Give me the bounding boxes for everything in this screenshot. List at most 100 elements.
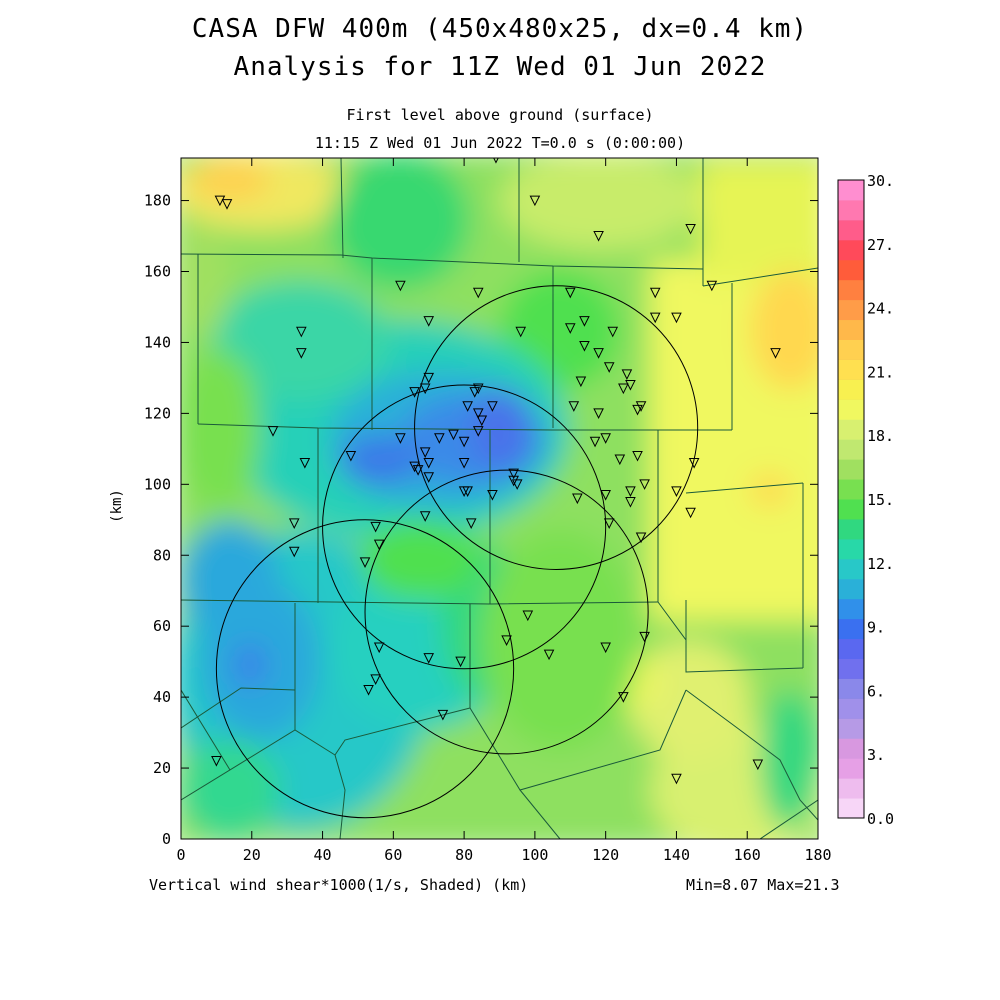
station-marker bbox=[511, 479, 523, 490]
y-tick-label: 180 bbox=[144, 192, 171, 210]
station-marker bbox=[487, 489, 498, 501]
map-frame bbox=[180, 157, 819, 840]
x-tick-label: 140 bbox=[663, 846, 690, 864]
colorbar-label: 9. bbox=[867, 619, 885, 637]
radar-range-ring bbox=[322, 384, 607, 670]
station-marker bbox=[649, 312, 661, 324]
station-marker bbox=[625, 486, 636, 498]
station-marker bbox=[423, 372, 435, 384]
station-marker bbox=[211, 755, 222, 767]
station-marker bbox=[589, 436, 601, 448]
x-tick-label: 80 bbox=[455, 846, 473, 864]
station-marker bbox=[635, 401, 647, 412]
field-description: Vertical wind shear*1000(1/s, Shaded) (k… bbox=[149, 876, 529, 894]
station-marker bbox=[419, 511, 431, 522]
colorbar-swatch bbox=[838, 199, 864, 221]
y-tick-label: 120 bbox=[144, 404, 171, 422]
station-marker bbox=[671, 312, 682, 324]
station-marker bbox=[412, 465, 424, 476]
colorbar-swatch bbox=[838, 618, 864, 640]
station-marker bbox=[462, 401, 473, 412]
station-marker bbox=[373, 642, 385, 654]
colorbar-swatch bbox=[838, 279, 864, 301]
station-marker bbox=[363, 685, 374, 696]
station-marker bbox=[409, 387, 420, 398]
station-marker bbox=[299, 458, 311, 469]
colorbar-swatch bbox=[838, 598, 864, 620]
station-marker bbox=[423, 458, 435, 469]
station-marker bbox=[462, 486, 473, 498]
y-axis: 0 20 40 60 80 100 120 140 160 180 bbox=[144, 192, 818, 848]
x-tick-label: 60 bbox=[384, 846, 402, 864]
colorbar-swatch bbox=[838, 698, 864, 719]
station-marker bbox=[614, 454, 626, 466]
y-tick-label: 60 bbox=[153, 617, 171, 635]
y-tick-label: 0 bbox=[162, 830, 171, 848]
colorbar-swatch bbox=[838, 259, 864, 281]
radar-range-ring bbox=[215, 519, 515, 819]
plot-title-line2: Analysis for 11Z Wed 01 Jun 2022 bbox=[233, 52, 767, 82]
station-marker bbox=[434, 433, 445, 444]
colorbar-swatch bbox=[838, 738, 864, 759]
colorbar-swatch bbox=[838, 299, 864, 321]
station-marker bbox=[625, 380, 636, 391]
station-marker bbox=[575, 376, 587, 388]
station-marker bbox=[423, 472, 435, 483]
station-marker bbox=[649, 287, 661, 299]
colorbar-label: 24. bbox=[867, 300, 894, 318]
station-marker bbox=[579, 340, 590, 352]
station-marker bbox=[476, 415, 488, 427]
min-max-readout: Min=8.07 Max=21.3 bbox=[686, 876, 840, 894]
station-marker bbox=[632, 450, 643, 462]
station-marker bbox=[267, 426, 279, 437]
station-marker bbox=[600, 642, 611, 654]
station-marker bbox=[685, 223, 696, 235]
station-marker bbox=[600, 433, 611, 444]
station-marker bbox=[508, 468, 519, 480]
colorbar-swatch bbox=[838, 439, 864, 460]
station-marker bbox=[671, 773, 682, 785]
colorbar-label: 21. bbox=[867, 363, 894, 381]
x-tick-label: 160 bbox=[734, 846, 761, 864]
radar-range-rings bbox=[215, 285, 699, 819]
station-marker bbox=[618, 692, 629, 703]
station-marker bbox=[593, 348, 604, 359]
station-marker bbox=[423, 653, 435, 664]
colorbar-swatch bbox=[838, 339, 864, 360]
colorbar-swatch bbox=[838, 419, 864, 440]
station-marker bbox=[508, 475, 519, 487]
station-marker bbox=[564, 323, 576, 334]
colorbar-swatch bbox=[838, 379, 864, 400]
station-marker bbox=[469, 387, 481, 398]
station-marker bbox=[568, 401, 580, 412]
colorbar-swatch bbox=[838, 678, 864, 699]
colorbar-swatch bbox=[838, 319, 864, 340]
station-marker bbox=[373, 539, 385, 551]
station-marker bbox=[288, 518, 300, 529]
station-marker bbox=[458, 458, 470, 469]
station-marker bbox=[671, 486, 682, 498]
station-marker bbox=[579, 316, 590, 327]
station-marker bbox=[572, 493, 583, 505]
station-marker bbox=[472, 287, 484, 299]
station-marker bbox=[409, 461, 420, 473]
station-marker bbox=[296, 326, 307, 338]
colorbar-swatch bbox=[838, 658, 864, 679]
colorbar-swatch bbox=[838, 459, 864, 480]
level-subtitle: First level above ground (surface) bbox=[346, 106, 654, 124]
station-marker bbox=[472, 383, 484, 395]
station-marker bbox=[345, 450, 357, 462]
station-marker bbox=[448, 429, 459, 441]
station-marker bbox=[603, 362, 615, 373]
station-marker bbox=[621, 369, 633, 380]
x-tick-label: 180 bbox=[804, 846, 831, 864]
colorbar-swatch bbox=[838, 798, 864, 819]
station-marker bbox=[501, 635, 512, 646]
colorbar-label: 18. bbox=[867, 427, 894, 445]
colorbar-swatch bbox=[838, 578, 864, 600]
shaded-shear-field bbox=[181, 158, 818, 839]
colorbar-swatch bbox=[838, 518, 864, 540]
colorbar-label: 15. bbox=[867, 491, 894, 509]
station-marker bbox=[370, 674, 381, 686]
station-marker bbox=[607, 326, 619, 338]
